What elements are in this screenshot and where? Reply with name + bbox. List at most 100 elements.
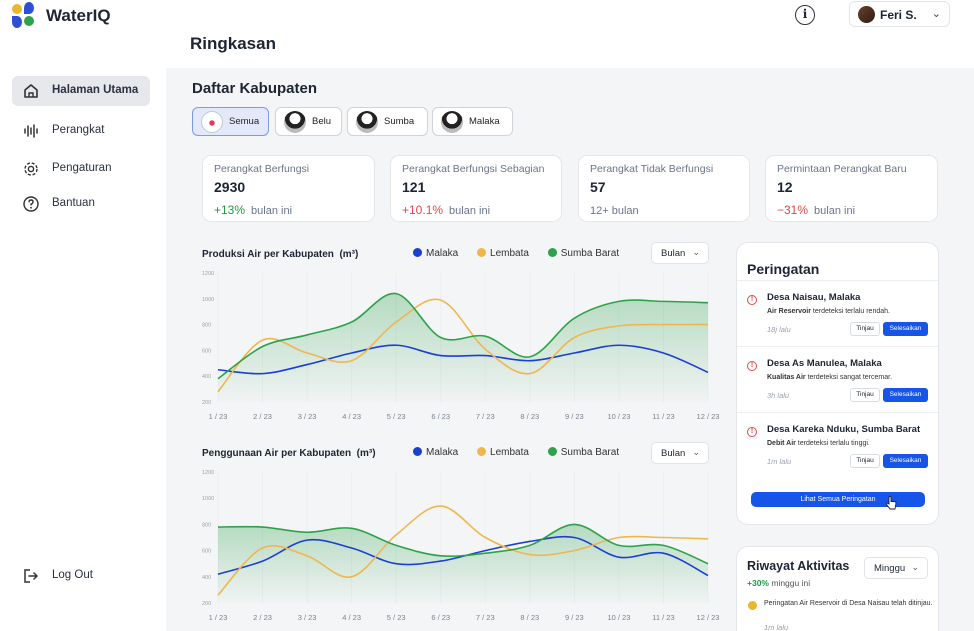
y-tick-label: 1000 (202, 496, 214, 502)
x-tick-label: 8 / 23 (520, 613, 539, 622)
sidebar-item-devices[interactable]: Perangkat (12, 116, 150, 146)
x-tick-label: 4 / 23 (342, 613, 361, 622)
view-all-alerts-button[interactable]: Lihat Semua Peringatan (751, 492, 925, 507)
x-tick-label: 10 / 23 (607, 412, 630, 421)
region-chip-sumba[interactable]: Sumba (347, 107, 428, 136)
activity-title: Riwayat Aktivitas (747, 559, 850, 573)
legend-dot (547, 248, 557, 257)
alert-icon: ! (747, 295, 757, 305)
activity-period-select[interactable]: Minggu ⌄ (864, 557, 928, 579)
x-tick-label: 10 / 23 (607, 613, 630, 622)
review-button[interactable]: Tinjau (850, 454, 880, 468)
x-tick-label: 3 / 23 (298, 613, 317, 622)
activity-panel: Riwayat Aktivitas +30% minggu ini Minggu… (736, 546, 939, 631)
chevron-down-icon: ⌄ (911, 562, 919, 572)
alert-message: Air Reservoir terdeteksi terlalu rendah. (767, 308, 890, 315)
chart-legend: Malaka Lembata Sumba Barat (413, 248, 635, 259)
x-tick-label: 1 / 23 (209, 613, 228, 622)
y-tick-label: 1000 (202, 297, 214, 303)
y-tick-label: 1200 (202, 271, 214, 277)
chart-title: Produksi Air per Kabupaten (m³) (202, 249, 359, 260)
y-tick-label: 400 (202, 575, 211, 581)
activity-item-time: 1m lalu (764, 623, 789, 631)
chart-legend: Malaka Lembata Sumba Barat (413, 447, 635, 458)
y-tick-label: 1200 (202, 470, 214, 476)
series-line-sumba-barat (217, 523, 709, 565)
top-bar: WaterIQ i Feri S. ⌄ (0, 0, 974, 30)
x-tick-label: 11 / 23 (652, 412, 674, 421)
alert-time: 1m lalu (767, 457, 792, 466)
help-icon[interactable]: i (795, 5, 815, 25)
series-line-malaka (217, 344, 709, 375)
x-tick-label: 3 / 23 (298, 412, 317, 421)
x-tick-label: 8 / 23 (520, 412, 539, 421)
period-select-value: Bulan (661, 248, 686, 259)
chevron-down-icon: ⌄ (931, 8, 941, 20)
region-label: Belu (312, 116, 332, 127)
stat-title: Perangkat Tidak Berfungsi (590, 163, 714, 175)
sidebar-item-home[interactable]: Halaman Utama (12, 76, 150, 106)
resolve-button[interactable]: Selesaikan (883, 322, 928, 336)
y-tick-label: 200 (202, 400, 211, 406)
x-tick-label: 12 / 23 (697, 613, 720, 622)
review-button[interactable]: Tinjau (850, 388, 880, 402)
alert-icon: ! (747, 361, 757, 371)
region-label: Semua (229, 116, 260, 127)
logout-button[interactable]: Log Out (12, 561, 150, 591)
period-select[interactable]: Bulan ⌄ (651, 442, 709, 464)
stat-period: bulan ini (814, 205, 856, 217)
chevron-down-icon: ⌄ (692, 247, 700, 257)
sidebar-item-label: Perangkat (52, 124, 105, 136)
alerts-title: Peringatan (747, 261, 820, 277)
stat-value: 12 (777, 179, 793, 195)
stat-value: 2930 (214, 179, 246, 195)
sidebar-item-settings[interactable]: Pengaturan (12, 154, 150, 184)
activity-change: +30% minggu ini (747, 578, 811, 588)
avatar (858, 6, 875, 23)
region-label: Sumba (384, 116, 415, 127)
alert-location: Desa Kareka Nduku, Sumba Barat (767, 424, 921, 435)
x-tick-label: 11 / 23 (652, 613, 674, 622)
sidebar-item-help[interactable]: Bantuan (12, 189, 150, 219)
legend-item: Malaka (413, 447, 458, 458)
legend-item: Sumba Barat (547, 447, 619, 458)
resolve-button[interactable]: Selesaikan (883, 388, 928, 402)
series-line-lembata (217, 505, 709, 596)
x-tick-label: 6 / 23 (431, 613, 450, 622)
y-tick-label: 600 (202, 549, 211, 555)
x-tick-label: 4 / 23 (342, 412, 361, 421)
chart-title: Penggunaan Air per Kabupaten (m³) (202, 448, 376, 459)
stat-change: −31% (777, 203, 809, 217)
alert-item: ! Desa As Manulea, Malaka Kualitas Air t… (737, 346, 938, 412)
series-line-sumba-barat (217, 292, 709, 380)
activity-status-dot (748, 601, 757, 610)
alert-time: 18j lalu (767, 325, 791, 334)
region-image (201, 111, 223, 133)
home-icon (24, 84, 38, 98)
stat-change: +13% (214, 203, 246, 217)
sidebar: Halaman Utama Perangkat Pengaturan Bantu… (0, 30, 166, 631)
region-image (356, 111, 378, 133)
x-tick-label: 9 / 23 (565, 613, 584, 622)
page-title: Ringkasan (190, 34, 276, 53)
review-button[interactable]: Tinjau (850, 322, 880, 336)
region-chip-semua[interactable]: Semua (192, 107, 269, 136)
user-menu-button[interactable]: Feri S. ⌄ (849, 1, 950, 27)
alert-time: 3h lalu (767, 391, 790, 400)
x-tick-label: 9 / 23 (565, 412, 584, 421)
y-tick-label: 400 (202, 374, 211, 380)
activity-period-value: Minggu (874, 563, 906, 574)
region-chip-belu[interactable]: Belu (275, 107, 342, 136)
region-chip-malaka[interactable]: Malaka (432, 107, 513, 136)
resolve-button[interactable]: Selesaikan (883, 454, 928, 468)
legend-dot (413, 447, 422, 456)
stat-card: Permintaan Perangkat Baru 12 −31% bulan i… (765, 155, 938, 222)
y-tick-label: 800 (202, 323, 211, 329)
period-select-value: Bulan (661, 448, 686, 459)
y-tick-label: 200 (202, 601, 211, 607)
sidebar-item-label: Halaman Utama (52, 84, 139, 96)
alert-location: Desa Naisau, Malaka (767, 292, 861, 303)
logout-label: Log Out (52, 569, 93, 581)
series-area-sumba-barat (218, 293, 708, 402)
period-select[interactable]: Bulan ⌄ (651, 242, 709, 264)
